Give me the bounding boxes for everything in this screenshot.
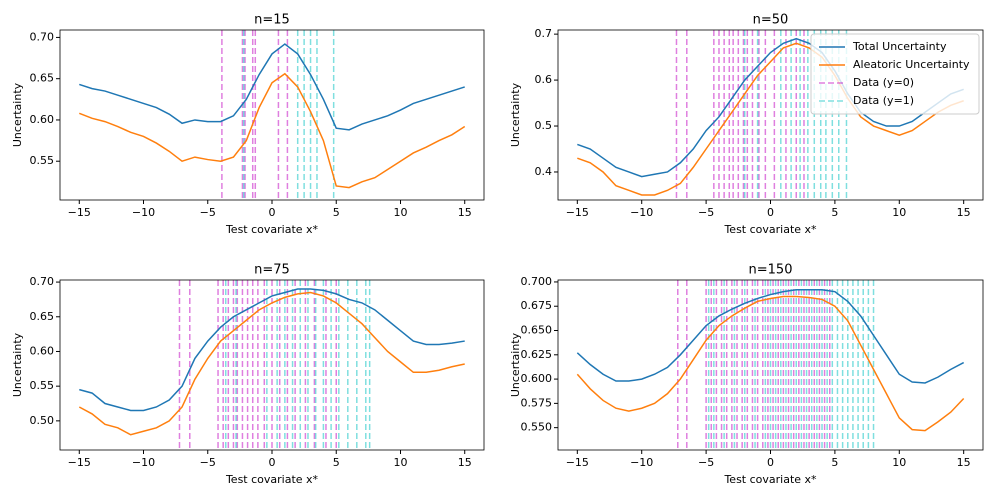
y-tick-label: 0.65 — [30, 310, 55, 323]
x-tick-label: 10 — [892, 206, 906, 219]
x-axis-label: Test covariate x* — [723, 473, 817, 486]
x-tick-label: 15 — [957, 206, 971, 219]
subplot: −15 −10 −5 0 5 10 15 0.55 0.60 0.65 0.70 n=15 Test c… — [11, 13, 485, 236]
x-tick-label: 5 — [831, 456, 838, 469]
x-tick-label: −10 — [630, 456, 653, 469]
series-line — [576, 295, 965, 432]
x-tick-label: −5 — [200, 206, 216, 219]
x-tick-label: 5 — [333, 456, 340, 469]
x-tick-label: 5 — [333, 206, 340, 219]
x-tick-label: 10 — [892, 456, 906, 469]
axes-frame — [59, 29, 485, 201]
y-axis-label: Uncertainty — [11, 332, 24, 397]
subplot: −15 −10 −5 0 5 10 15 0.4 0.5 0.6 0.7 n=50 Test covar… — [509, 13, 984, 236]
x-tick-label: −5 — [698, 456, 714, 469]
subplot: −15 −10 −5 0 5 10 15 0.550 0.575 0.600 0.625 0.650 0… — [509, 263, 984, 486]
x-tick-label: −10 — [132, 206, 155, 219]
series-line — [576, 288, 965, 384]
y-tick-label: 0.55 — [30, 379, 55, 392]
y-tick-label: 0.60 — [30, 113, 55, 126]
y-tick-label: 0.50 — [30, 414, 55, 427]
y-tick-label: 0.700 — [521, 275, 553, 288]
series-line — [577, 42, 964, 196]
y-tick-label: 0.70 — [30, 275, 55, 288]
x-tick-label: 0 — [269, 206, 276, 219]
legend-box — [810, 33, 980, 115]
y-tick-label: 0.625 — [521, 348, 553, 361]
y-axis-label: Uncertainty — [11, 82, 24, 147]
series-line — [79, 288, 465, 412]
y-tick-label: 0.4 — [535, 165, 553, 178]
subplot-title: n=50 — [753, 13, 789, 28]
x-tick-label: −15 — [68, 456, 91, 469]
x-tick-label: 15 — [957, 456, 971, 469]
x-tick-label: −15 — [566, 456, 589, 469]
y-axis-label: Uncertainty — [509, 82, 522, 147]
x-tick-label: 0 — [269, 456, 276, 469]
legend-label: Aleatoric Uncertainty — [853, 58, 970, 71]
x-tick-label: 0 — [767, 206, 774, 219]
y-tick-label: 0.70 — [30, 30, 55, 43]
y-tick-label: 0.575 — [521, 396, 553, 409]
series-line — [78, 291, 465, 436]
y-tick-label: 0.675 — [521, 299, 553, 312]
subplot-title: n=15 — [254, 13, 290, 28]
y-tick-label: 0.7 — [535, 27, 553, 40]
x-tick-label: 10 — [393, 456, 407, 469]
subplot-title: n=75 — [254, 263, 290, 278]
subplot-title: n=150 — [749, 263, 793, 278]
series-line — [79, 43, 465, 131]
legend-label: Total Uncertainty — [852, 40, 947, 53]
x-axis-label: Test covariate x* — [225, 473, 319, 486]
x-tick-label: −15 — [68, 206, 91, 219]
legend: Total Uncertainty Aleatoric Uncertainty Da… — [810, 33, 980, 115]
y-tick-label: 0.600 — [521, 372, 553, 385]
x-tick-label: −10 — [132, 456, 155, 469]
x-tick-label: −5 — [200, 456, 216, 469]
y-tick-label: 0.65 — [30, 72, 55, 85]
x-tick-label: −5 — [698, 206, 714, 219]
x-axis-label: Test covariate x* — [723, 223, 817, 236]
legend-label: Data (y=1) — [853, 94, 914, 107]
y-tick-label: 0.5 — [535, 119, 553, 132]
y-tick-label: 0.550 — [521, 421, 553, 434]
x-axis-label: Test covariate x* — [225, 223, 319, 236]
y-axis-label: Uncertainty — [509, 332, 522, 397]
y-tick-label: 0.650 — [521, 324, 553, 337]
x-tick-label: 0 — [767, 456, 774, 469]
subplot: −15 −10 −5 0 5 10 15 0.50 0.55 0.60 0.65 0.70 n=75 Te… — [11, 263, 485, 486]
y-tick-label: 0.55 — [30, 154, 55, 167]
x-tick-label: 15 — [458, 456, 472, 469]
x-tick-label: −10 — [630, 206, 653, 219]
series-line — [79, 72, 466, 189]
x-tick-label: 15 — [458, 206, 472, 219]
x-tick-label: 10 — [393, 206, 407, 219]
series-line — [577, 37, 964, 178]
x-tick-label: 5 — [831, 206, 838, 219]
legend-label: Data (y=0) — [853, 76, 914, 89]
x-tick-label: −15 — [566, 206, 589, 219]
y-tick-label: 0.60 — [30, 344, 55, 357]
y-tick-label: 0.6 — [535, 73, 553, 86]
